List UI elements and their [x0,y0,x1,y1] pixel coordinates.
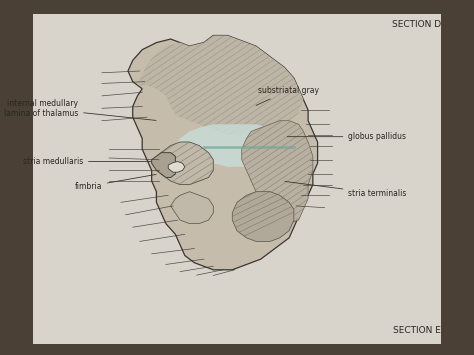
Text: globus pallidus: globus pallidus [287,132,406,141]
Text: substriatal gray: substriatal gray [256,86,319,105]
Text: fimbria: fimbria [74,174,156,191]
Text: stria terminalis: stria terminalis [285,181,407,198]
Text: internal medullary
lamina of thalamus: internal medullary lamina of thalamus [4,99,156,120]
Polygon shape [242,121,313,224]
Polygon shape [156,142,213,185]
Text: stria medullaris: stria medullaris [23,157,151,166]
Polygon shape [175,124,294,167]
Polygon shape [171,192,213,224]
Polygon shape [137,36,303,135]
Polygon shape [128,36,318,270]
Polygon shape [232,192,294,241]
Text: SECTION E: SECTION E [393,327,441,335]
Text: SECTION D: SECTION D [392,20,441,28]
Polygon shape [152,153,175,178]
Polygon shape [168,162,185,172]
